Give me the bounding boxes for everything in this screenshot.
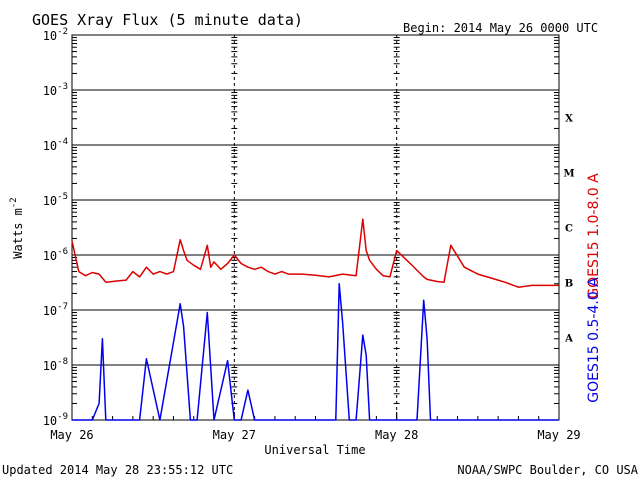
y-tick-label-exponent: -7 <box>57 302 68 312</box>
credit-line: NOAA/SWPC Boulder, CO USA <box>457 463 638 477</box>
y-tick-label: 10-8 <box>43 357 68 373</box>
y-tick-label-base: 10 <box>43 414 57 428</box>
y-tick-label-base: 10 <box>43 304 57 318</box>
legend-short-channel: GOES15 0.5-4.0 A <box>586 277 602 403</box>
y-tick-label-base: 10 <box>43 29 57 43</box>
y-tick-label: 10-2 <box>43 27 68 43</box>
y-axis-label: Watts m-2 <box>9 197 25 258</box>
y-tick-label-exponent: -8 <box>57 357 68 367</box>
gridlines <box>72 35 559 420</box>
y-tick-label-exponent: -9 <box>57 412 68 422</box>
y-axis-label-text: Watts m <box>11 208 25 259</box>
x-axis-label: Universal Time <box>264 443 365 457</box>
y-tick-label-exponent: -4 <box>57 137 68 147</box>
flare-class-label: X <box>565 114 573 125</box>
y-tick-labels: 10-210-310-410-510-610-710-810-9 <box>43 27 68 428</box>
chart-title: GOES Xray Flux (5 minute data) <box>32 11 303 29</box>
y-tick-label-base: 10 <box>43 249 57 263</box>
y-tick-label-exponent: -5 <box>57 192 68 202</box>
y-tick-label: 10-6 <box>43 247 68 263</box>
series-long-channel-line <box>71 218 559 288</box>
y-tick-label-exponent: -2 <box>57 27 68 37</box>
flare-class-labels: X M C B A <box>563 114 574 345</box>
series-layer <box>71 218 559 421</box>
y-tick-label-base: 10 <box>43 194 57 208</box>
x-tick-labels: May 26 May 27 May 28 May 29 <box>50 428 580 442</box>
y-tick-label: 10-3 <box>43 82 68 98</box>
plot-frame <box>71 34 560 421</box>
svg-text:Watts m-2: Watts m-2 <box>9 197 25 258</box>
legend-short-channel-label: GOES15 0.5-4.0 A <box>586 277 602 403</box>
y-tick-label-exponent: -3 <box>57 82 68 92</box>
x-tick-label: May 26 <box>50 428 93 442</box>
flare-class-label: M <box>563 169 574 180</box>
axis-ticks <box>71 37 560 420</box>
x-tick-label: May 28 <box>375 428 418 442</box>
updated-time: Updated 2014 May 28 23:55:12 UTC <box>2 463 233 477</box>
y-tick-label-base: 10 <box>43 139 57 153</box>
y-axis-label-exponent: -2 <box>9 197 19 208</box>
legend-long-channel: GOES15 1.0-8.0 A <box>586 173 602 299</box>
y-tick-label: 10-7 <box>43 302 68 318</box>
x-tick-label: May 29 <box>537 428 580 442</box>
flare-class-label: A <box>564 334 573 345</box>
y-tick-label-exponent: -6 <box>57 247 68 257</box>
flare-class-label: C <box>565 224 573 235</box>
y-tick-label-base: 10 <box>43 359 57 373</box>
y-tick-label: 10-5 <box>43 192 68 208</box>
flare-class-label: B <box>565 279 573 290</box>
begin-time: Begin: 2014 May 26 0000 UTC <box>403 21 598 35</box>
y-tick-label-base: 10 <box>43 84 57 98</box>
y-tick-label: 10-4 <box>43 137 68 153</box>
series-short-channel-line <box>72 283 559 421</box>
x-tick-label: May 27 <box>213 428 256 442</box>
y-tick-label: 10-9 <box>43 412 68 428</box>
legend-long-channel-label: GOES15 1.0-8.0 A <box>586 173 602 299</box>
